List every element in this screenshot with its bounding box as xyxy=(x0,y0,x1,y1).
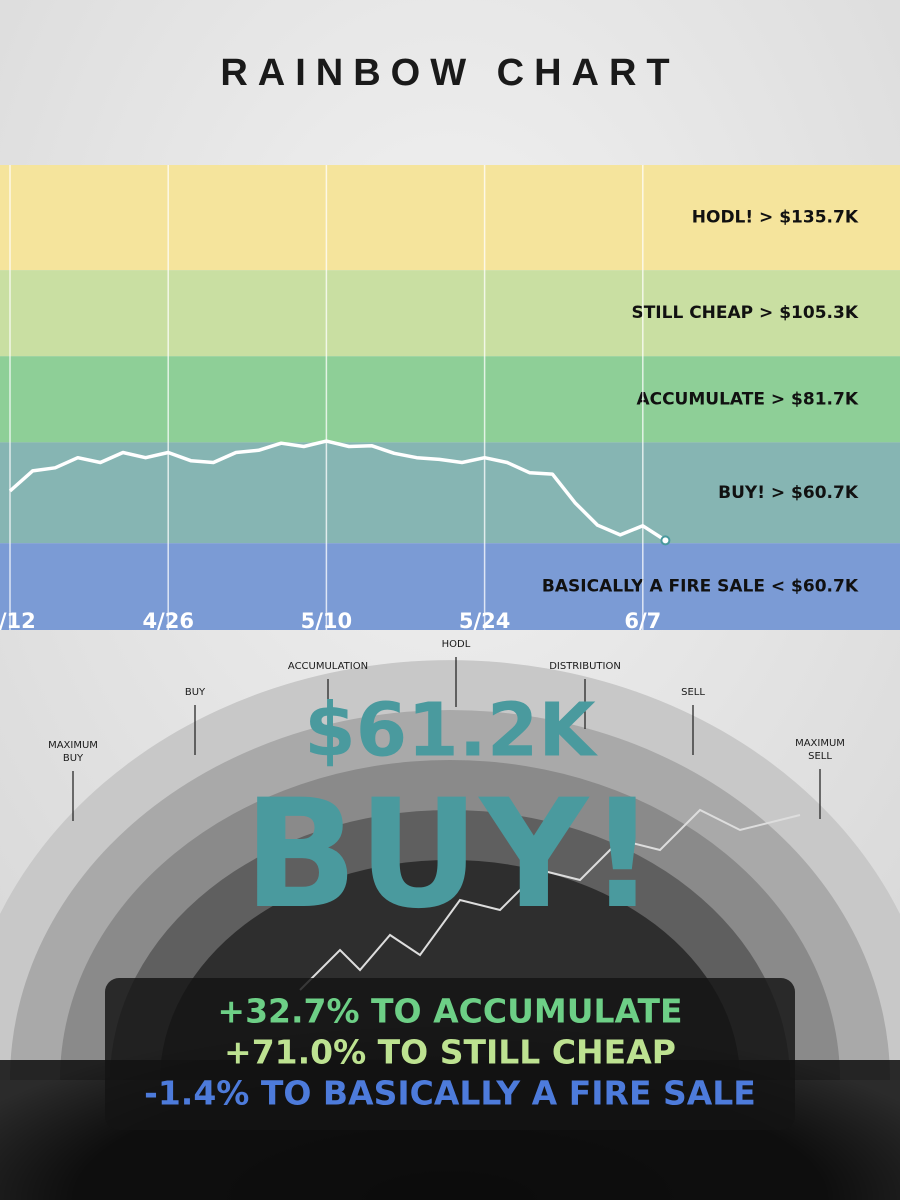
target-line: +32.7% TO ACCUMULATE xyxy=(217,992,682,1031)
cycle-label: HODL xyxy=(442,639,471,650)
band xyxy=(0,270,900,357)
rainbow-chart: HODL! > $135.7K STILL CHEAP > $105.3K ACCU… xyxy=(0,165,900,633)
cycle-label: SELL xyxy=(808,751,832,762)
cycle-label: SELL xyxy=(681,687,705,698)
target-line: -1.4% TO BASICALLY A FIRE SALE xyxy=(144,1074,756,1113)
band-label: ACCUMULATE > $81.7K xyxy=(636,389,858,409)
x-tick-label: 4/12 xyxy=(0,609,36,633)
targets-box xyxy=(105,978,795,1130)
x-tick-label: 5/24 xyxy=(459,609,511,633)
cycle-label: MAXIMUM xyxy=(48,740,98,751)
band xyxy=(0,165,900,271)
target-line: +71.0% TO STILL CHEAP xyxy=(224,1033,676,1072)
cycle-label: DISTRIBUTION xyxy=(549,661,621,672)
cycle-label: MAXIMUM xyxy=(795,738,845,749)
band-label: BASICALLY A FIRE SALE < $60.7K xyxy=(542,577,859,597)
targets: +32.7% TO ACCUMULATE+71.0% TO STILL CHEA… xyxy=(144,992,756,1113)
cycle-label: BUY xyxy=(185,687,206,698)
band xyxy=(0,356,900,443)
x-tick-label: 5/10 xyxy=(301,609,353,633)
price-line xyxy=(8,439,667,542)
cycle-label: ACCUMULATION xyxy=(288,661,368,672)
title: RAINBOW CHART xyxy=(220,52,679,94)
signal: BUY! xyxy=(243,768,656,942)
x-tick-label: 4/26 xyxy=(142,609,194,633)
cycle-label: BUY xyxy=(63,753,84,764)
x-tick-label: 6/7 xyxy=(624,609,661,633)
last-point xyxy=(660,535,671,546)
cycle-labels: MAXIMUM BUY BUY ACCUMULATION HODL DISTRIBUTIO… xyxy=(48,639,845,821)
band xyxy=(0,543,900,630)
band-label: HODL! > $135.7K xyxy=(692,208,859,228)
band-label: STILL CHEAP > $105.3K xyxy=(631,303,858,323)
price: $61.2K xyxy=(304,688,598,774)
band-label: BUY! > $60.7K xyxy=(718,483,859,503)
